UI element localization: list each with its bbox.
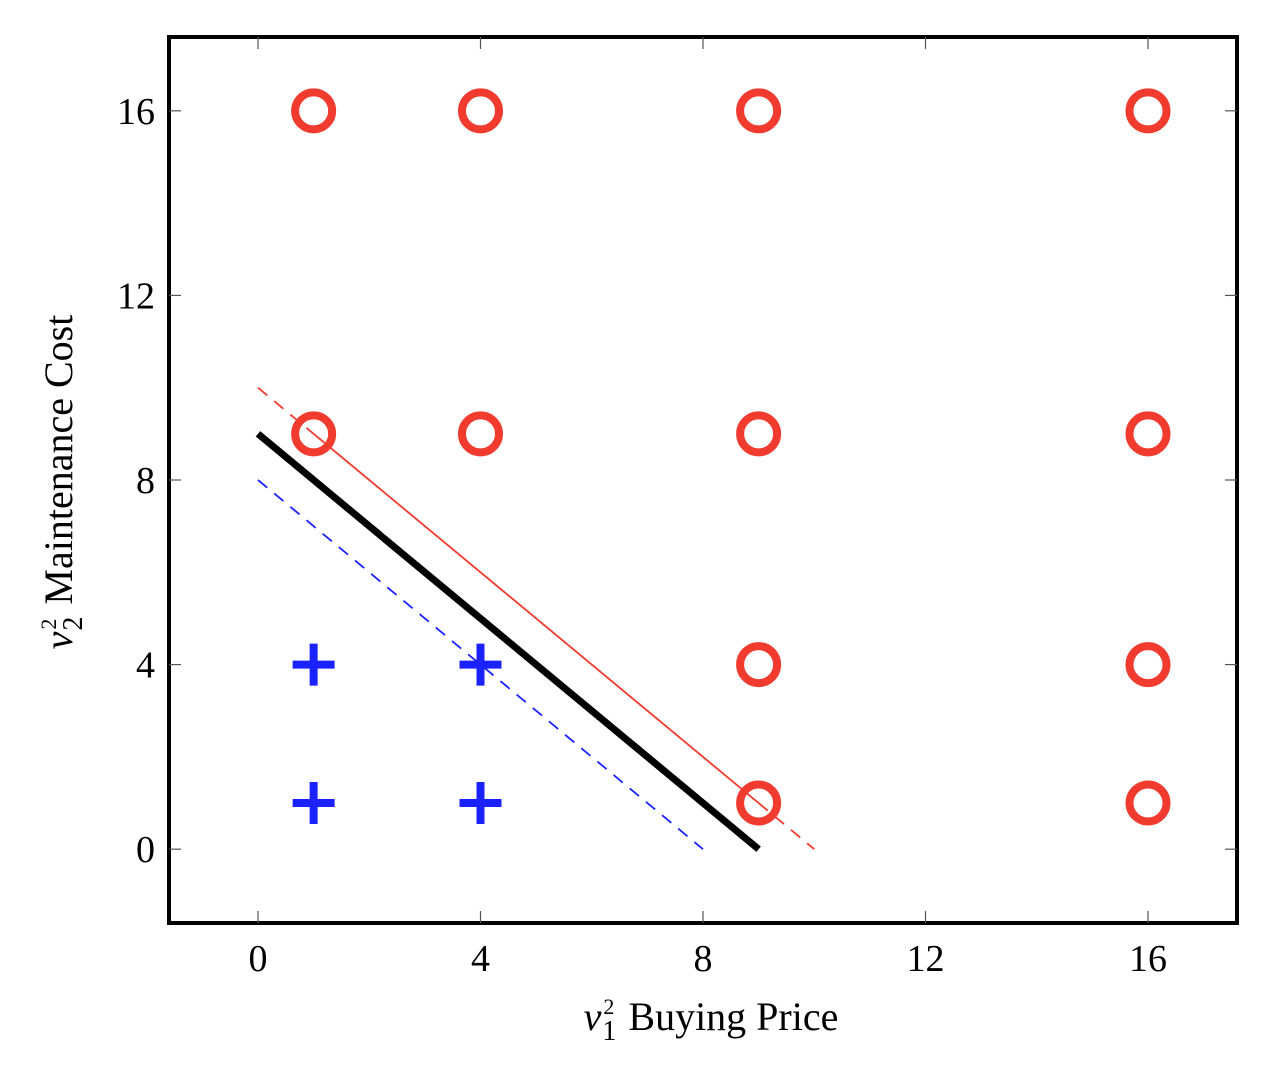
y-tick-label: 8 bbox=[136, 460, 155, 502]
y-tick-label: 0 bbox=[136, 829, 155, 871]
circle-marker bbox=[736, 642, 782, 688]
x-axis-label-sup: 2 bbox=[603, 994, 614, 1019]
plot-content bbox=[255, 88, 1171, 852]
decision-boundary-line bbox=[255, 431, 761, 852]
circle-marker bbox=[458, 411, 503, 457]
plot-frame bbox=[167, 35, 1239, 925]
plus-marker bbox=[459, 643, 502, 686]
circle-marker bbox=[736, 780, 782, 826]
plus-marker bbox=[292, 782, 335, 825]
circle-marker bbox=[736, 411, 782, 457]
y-axis-label-sub: 2 bbox=[58, 617, 89, 631]
y-axis-label-text: Maintenance Cost bbox=[36, 315, 81, 605]
y-axis-label-var: v bbox=[36, 631, 81, 649]
x-tick-label: 8 bbox=[694, 938, 713, 980]
y-tick-label: 4 bbox=[136, 645, 155, 687]
y-axis-label: v22 Maintenance Cost bbox=[36, 315, 89, 650]
x-tick-label: 4 bbox=[471, 938, 490, 980]
circle-marker bbox=[1125, 642, 1171, 688]
plus-marker bbox=[292, 643, 335, 686]
tick-labels: 0 4 8 12 16 0 4 8 12 16 bbox=[117, 91, 1167, 980]
upper-margin-line bbox=[313, 433, 760, 804]
circle-marker bbox=[1125, 411, 1171, 457]
tick-marks bbox=[169, 37, 1237, 923]
x-axis-label: v2 1 Buying Price bbox=[584, 994, 839, 1047]
x-axis-label-sub: 1 bbox=[602, 1016, 616, 1047]
decision-lines bbox=[255, 387, 815, 852]
y-tick-label: 16 bbox=[117, 91, 155, 133]
y-axis-label-sup: 2 bbox=[36, 619, 61, 630]
upper-margin-line-dashed bbox=[257, 387, 315, 435]
circle-marker bbox=[736, 88, 782, 134]
x-tick-label: 12 bbox=[907, 938, 945, 980]
plus-marker bbox=[459, 782, 502, 825]
x-axis-label-var: v bbox=[584, 994, 602, 1039]
circle-marker bbox=[291, 88, 337, 134]
circle-marker bbox=[291, 411, 337, 457]
circle-marker bbox=[458, 88, 503, 134]
circle-marker bbox=[1125, 780, 1171, 826]
x-tick-label: 0 bbox=[249, 938, 268, 980]
y-tick-label: 12 bbox=[117, 275, 155, 317]
x-axis-label-text: Buying Price bbox=[628, 994, 838, 1039]
x-tick-label: 16 bbox=[1129, 938, 1167, 980]
circle-marker bbox=[1125, 88, 1171, 134]
data-points bbox=[291, 88, 1171, 826]
upper-margin-line-dashed bbox=[758, 802, 815, 850]
